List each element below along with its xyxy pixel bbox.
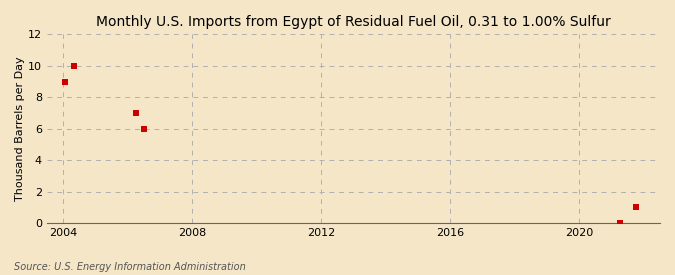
Point [614, 221, 625, 225]
Point [630, 205, 641, 210]
Text: Source: U.S. Energy Information Administration: Source: U.S. Energy Information Administ… [14, 262, 245, 272]
Point [138, 126, 149, 131]
Title: Monthly U.S. Imports from Egypt of Residual Fuel Oil, 0.31 to 1.00% Sulfur: Monthly U.S. Imports from Egypt of Resid… [96, 15, 611, 29]
Point [60, 79, 71, 84]
Y-axis label: Thousand Barrels per Day: Thousand Barrels per Day [15, 56, 25, 201]
Point [68, 64, 79, 68]
Point [130, 111, 141, 115]
